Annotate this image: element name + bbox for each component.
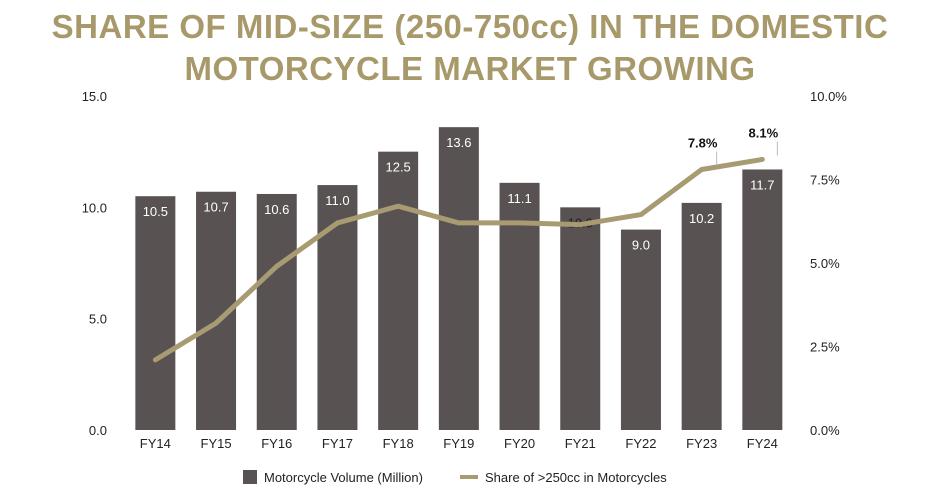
category-label: FY18 bbox=[383, 436, 414, 451]
category-label: FY19 bbox=[443, 436, 474, 451]
legend: Motorcycle Volume (Million) Share of >250… bbox=[243, 470, 667, 485]
legend-label-line: Share of >250cc in Motorcycles bbox=[485, 470, 667, 485]
left-tick-label: 10.0 bbox=[82, 200, 107, 215]
left-y-axis: 0.0 5.0 10.0 15.0 bbox=[82, 89, 107, 438]
category-label: FY16 bbox=[261, 436, 292, 451]
category-label: FY22 bbox=[625, 436, 656, 451]
category-label: FY15 bbox=[201, 436, 232, 451]
bar bbox=[742, 169, 783, 431]
chart-title: SHARE OF MID-SIZE (250-750cc) IN THE DOM… bbox=[0, 6, 940, 90]
category-label: FY23 bbox=[686, 436, 717, 451]
right-y-axis: 0.0% 2.5% 5.0% 7.5% 10.0% bbox=[810, 89, 847, 438]
left-tick-label: 0.0 bbox=[89, 423, 107, 438]
bar-data-label: 11.1 bbox=[507, 191, 531, 206]
bar-data-label: 11.0 bbox=[325, 193, 349, 208]
bar bbox=[135, 196, 176, 430]
bar bbox=[620, 229, 661, 430]
bar-data-label: 10.7 bbox=[203, 200, 228, 215]
bar-data-label: 13.6 bbox=[446, 135, 471, 150]
bar bbox=[681, 202, 722, 430]
left-tick-label: 15.0 bbox=[82, 89, 107, 104]
bar-data-label: 12.5 bbox=[385, 160, 410, 175]
line-data-label: 8.1% bbox=[749, 125, 779, 140]
bar bbox=[438, 127, 479, 430]
bar-data-label: 10.2 bbox=[689, 211, 714, 226]
x-axis-categories: FY14 FY15 FY16 FY17 FY18 FY19 FY20 FY21 FY22 FY23… bbox=[140, 436, 778, 451]
bar bbox=[256, 193, 297, 430]
bar bbox=[378, 151, 419, 430]
chart-title-line-2: MOTORCYCLE MARKET GROWING bbox=[184, 50, 756, 87]
bar-data-label: 10.5 bbox=[143, 204, 168, 219]
bar-data-label: 9.0 bbox=[632, 238, 650, 253]
line-data-labels: 7.8% 8.1% bbox=[688, 125, 779, 166]
category-label: FY20 bbox=[504, 436, 535, 451]
category-label: FY24 bbox=[747, 436, 778, 451]
right-tick-label: 0.0% bbox=[810, 423, 840, 438]
bar-series bbox=[135, 127, 783, 431]
right-tick-label: 7.5% bbox=[810, 173, 840, 188]
category-label: FY17 bbox=[322, 436, 353, 451]
left-tick-label: 5.0 bbox=[89, 312, 107, 327]
legend-swatch-bar bbox=[243, 470, 257, 484]
bar-data-label: 10.6 bbox=[264, 202, 289, 217]
bar-data-labels: 10.5 10.7 10.611.012.513.611.110.09.010.21… bbox=[143, 135, 775, 252]
legend-label-bar: Motorcycle Volume (Million) bbox=[264, 470, 423, 485]
bar bbox=[560, 207, 601, 430]
category-label: FY14 bbox=[140, 436, 171, 451]
right-tick-label: 5.0% bbox=[810, 256, 840, 271]
line-data-label: 7.8% bbox=[688, 135, 718, 150]
bar bbox=[499, 182, 540, 430]
chart-title-line-1: SHARE OF MID-SIZE (250-750cc) IN THE DOM… bbox=[51, 8, 889, 45]
bar-data-label: 11.7 bbox=[750, 177, 774, 192]
line-series bbox=[152, 156, 765, 363]
category-label: FY21 bbox=[565, 436, 596, 451]
right-tick-label: 10.0% bbox=[810, 89, 847, 104]
right-tick-label: 2.5% bbox=[810, 340, 840, 355]
